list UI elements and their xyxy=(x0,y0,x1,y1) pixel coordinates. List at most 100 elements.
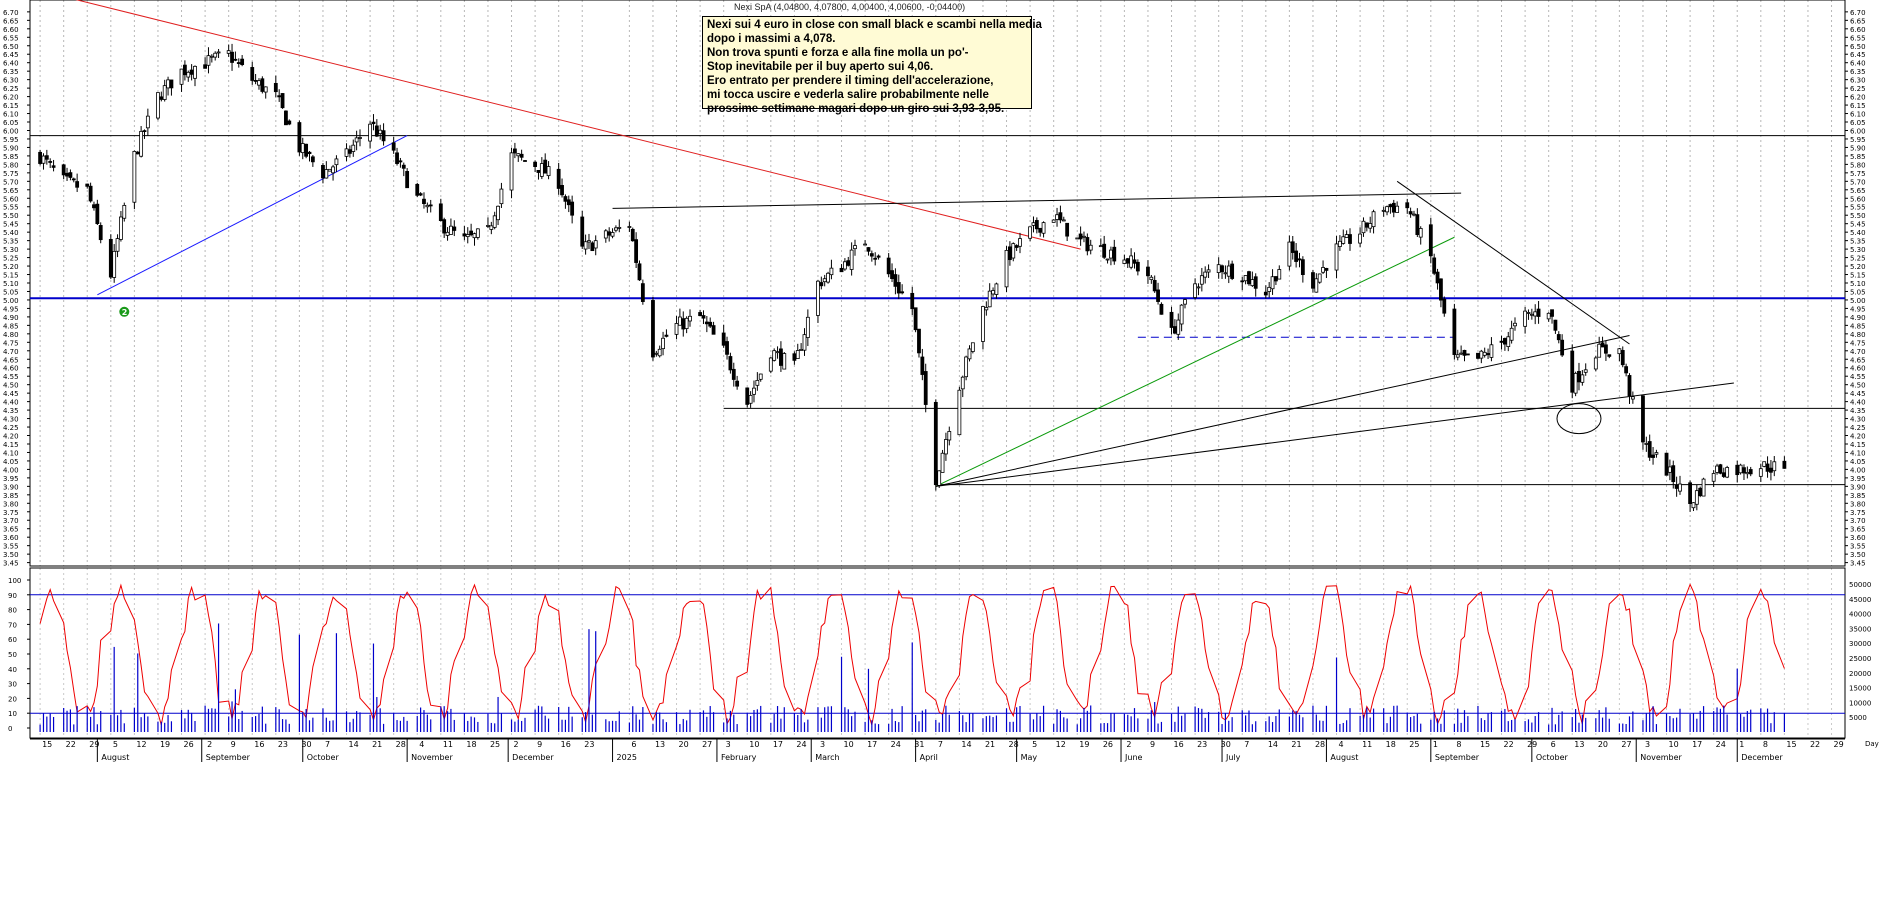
x-tick-label: 7 xyxy=(1244,740,1249,749)
candle-body xyxy=(610,232,615,237)
y-tick-label: 6.50 xyxy=(1850,43,1866,51)
candle-body xyxy=(253,80,258,82)
y-tick-label: 5.15 xyxy=(3,272,19,280)
month-label: December xyxy=(512,753,554,762)
candle-body xyxy=(782,353,787,370)
candle-body xyxy=(1324,267,1329,271)
y-tick-label: 5.80 xyxy=(1850,161,1866,169)
candle-body xyxy=(721,332,726,346)
quote-header: Nexi SpA (4,04800, 4,07800, 4,00400, 4,0… xyxy=(734,2,966,12)
y-tick-label: 5.05 xyxy=(3,288,19,296)
candle-body xyxy=(1647,441,1652,458)
candle-body xyxy=(1765,463,1770,472)
y-tick-label: 5.35 xyxy=(3,238,19,246)
candle-body xyxy=(735,380,740,387)
signal-marker: 2 xyxy=(119,306,130,317)
candle-body xyxy=(657,348,662,357)
y-tick-label: 6.45 xyxy=(1850,51,1866,59)
y-tick-label: 4.55 xyxy=(3,373,19,381)
trendline xyxy=(75,0,1081,250)
y-tick-label: 4.10 xyxy=(3,449,19,457)
y-tick-label: 4.00 xyxy=(3,466,19,474)
candle-body xyxy=(1560,339,1565,356)
candle-body xyxy=(731,368,736,380)
candle-body xyxy=(1546,312,1551,320)
x-tick-label: 25 xyxy=(490,740,500,749)
candle-body xyxy=(1593,357,1598,370)
candle-body xyxy=(324,169,329,179)
y-tick-label: 6.00 xyxy=(3,127,19,135)
candle-body xyxy=(492,215,497,228)
y-tick-label: 5.70 xyxy=(1850,178,1866,186)
candle-body xyxy=(1146,266,1150,277)
candle-body xyxy=(472,233,477,239)
candle-body xyxy=(1243,275,1248,282)
x-tick-label: 15 xyxy=(42,740,52,749)
candle-body xyxy=(1152,280,1157,292)
candle-body xyxy=(1267,286,1272,292)
y-tick-label: 5.50 xyxy=(3,212,19,220)
candle-body xyxy=(1082,235,1086,238)
candle-body xyxy=(839,267,844,273)
candle-body xyxy=(1368,223,1373,229)
candle-body xyxy=(967,348,972,360)
candle-body xyxy=(206,55,211,66)
candle-body xyxy=(1624,366,1629,374)
osc-tick-label: 10 xyxy=(8,710,17,718)
y-tick-label: 4.65 xyxy=(1850,356,1866,364)
candle-body xyxy=(445,231,450,236)
y-tick-label: 3.75 xyxy=(1850,509,1866,517)
y-tick-label: 5.55 xyxy=(1850,204,1866,212)
x-tick-label: 7 xyxy=(325,740,330,749)
candle-body xyxy=(1654,452,1659,455)
candle-body xyxy=(617,226,622,229)
note-line: Stop inevitabile per il buy aperto sui 4… xyxy=(707,61,934,73)
candle-body xyxy=(1183,299,1187,305)
candle-body xyxy=(1762,461,1767,467)
candle-body xyxy=(354,137,359,143)
candle-body xyxy=(85,183,90,187)
candle-body xyxy=(634,239,639,263)
candle-body xyxy=(156,92,160,119)
x-tick-label: 27 xyxy=(1621,740,1631,749)
volume-tick-label: 45000 xyxy=(1849,596,1871,604)
candle-body xyxy=(321,164,325,179)
x-tick-label: 16 xyxy=(254,740,264,749)
x-tick-label: 18 xyxy=(466,740,476,749)
candle-body xyxy=(1442,298,1447,314)
y-tick-label: 3.50 xyxy=(3,551,19,559)
month-label: February xyxy=(721,753,757,762)
y-tick-label: 5.60 xyxy=(1850,195,1866,203)
y-tick-label: 4.20 xyxy=(1850,433,1866,441)
candle-body xyxy=(1102,243,1107,258)
candle-body xyxy=(1179,304,1184,325)
candle-body xyxy=(398,160,403,163)
candle-body xyxy=(893,274,898,287)
candle-body xyxy=(1290,241,1295,253)
candle-body xyxy=(523,160,527,162)
candle-body xyxy=(1600,342,1605,348)
volume-tick-label: 25000 xyxy=(1849,655,1871,663)
y-tick-label: 6.20 xyxy=(1850,94,1866,102)
candle-body xyxy=(805,316,810,338)
y-tick-label: 3.60 xyxy=(1850,534,1866,542)
x-tick-label: 26 xyxy=(1103,740,1113,749)
x-tick-label: 9 xyxy=(1150,740,1155,749)
candle-body xyxy=(1203,271,1208,278)
y-tick-label: 3.65 xyxy=(1850,526,1866,534)
candle-body xyxy=(1105,258,1110,261)
candle-body xyxy=(937,470,942,486)
candle-body xyxy=(910,292,915,310)
candle-body xyxy=(984,307,989,311)
candle-body xyxy=(1462,349,1467,356)
candle-body xyxy=(802,334,807,351)
candle-body xyxy=(469,230,474,236)
x-tick-label: 22 xyxy=(66,740,76,749)
candle-body xyxy=(556,168,561,189)
candle-body xyxy=(1253,276,1258,289)
x-tick-label: 17 xyxy=(867,740,877,749)
month-label: November xyxy=(411,753,453,762)
candle-body xyxy=(563,196,568,202)
oscillator-layer xyxy=(30,583,1845,726)
candle-body xyxy=(1452,308,1457,355)
